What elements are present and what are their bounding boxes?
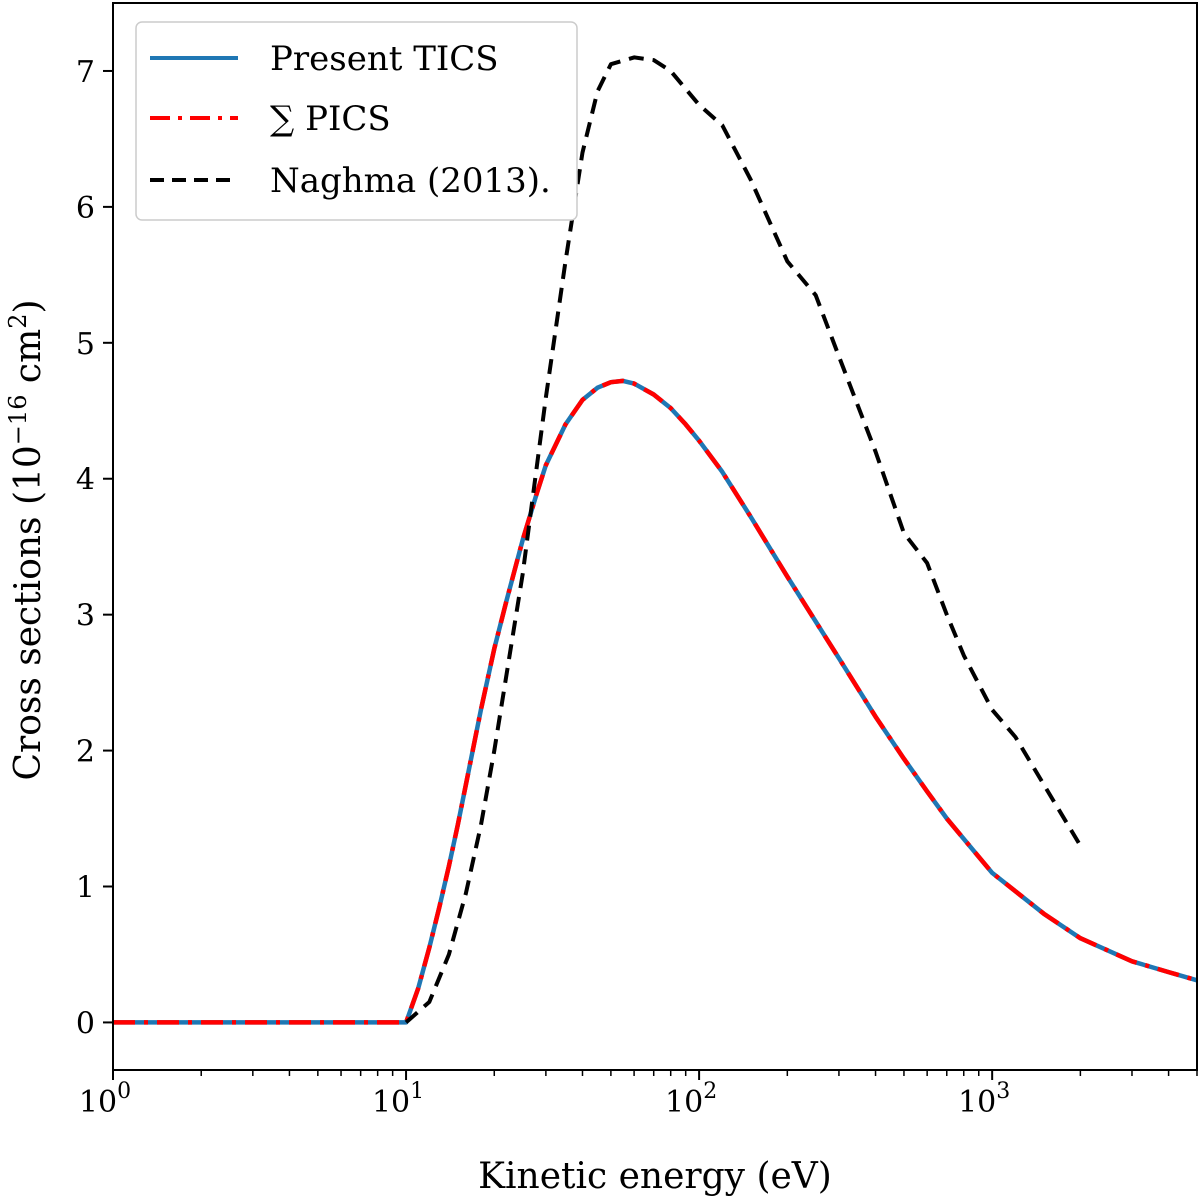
legend-label-series-1: Present TICS [270, 39, 499, 79]
y-axis-title-unit-exponent: 2 [4, 313, 32, 328]
y-tick-label: 5 [76, 327, 95, 362]
y-tick-label: 0 [76, 1006, 95, 1041]
plot-frame [112, 2, 1198, 1071]
y-tick-label: 1 [76, 871, 95, 906]
y-tick-label: 4 [76, 463, 95, 498]
series-line-3 [404, 55, 1083, 1024]
legend-box [135, 21, 578, 221]
y-axis-title-main: Cross sections (10 [8, 445, 49, 780]
legend: Present TICS ∑ PICS Naghma (2013). [135, 21, 578, 221]
series-line-2 [113, 378, 1198, 1025]
legend-label-series-3: Naghma (2013). [270, 161, 551, 201]
x-tick-label: 101 [372, 1079, 424, 1120]
series-line-1 [113, 378, 1198, 1025]
svg-text:Cross sections (10−16 cm2): Cross sections (10−16 cm2) [4, 299, 49, 780]
y-axis-title: Cross sections (10−16 cm2) [4, 299, 49, 780]
x-axis-title: Kinetic energy (eV) [478, 1156, 832, 1197]
legend-label-series-2: ∑ PICS [270, 99, 391, 139]
y-axis-title-close: ) [8, 299, 49, 313]
x-tick-label: 102 [665, 1079, 717, 1120]
y-tick-label: 2 [76, 735, 95, 770]
y-axis-ticks: 0 1 2 3 4 5 6 7 [76, 55, 113, 1041]
y-axis-title-unit: cm [8, 329, 49, 395]
x-axis-ticks: 100 101 102 103 [79, 1070, 1198, 1120]
x-tick-label: 103 [958, 1079, 1010, 1120]
plot-lines [113, 55, 1198, 1025]
y-axis-title-exponent: −16 [4, 395, 32, 446]
y-tick-label: 3 [76, 599, 95, 634]
x-tick-label: 100 [79, 1079, 131, 1120]
y-tick-label: 7 [76, 55, 95, 90]
y-tick-label: 6 [76, 191, 95, 226]
